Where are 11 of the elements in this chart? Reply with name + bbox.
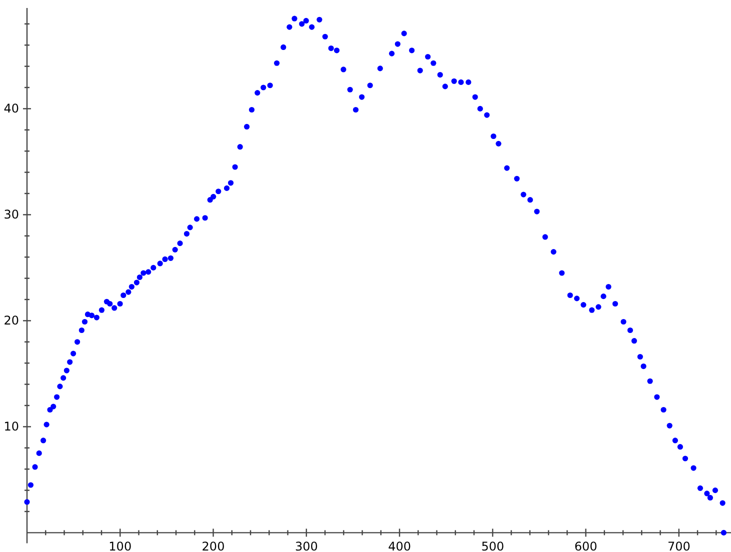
- x-tick-label: 700: [667, 540, 690, 552]
- y-tick-label: 10: [4, 420, 19, 434]
- x-tick-label: 500: [481, 540, 504, 552]
- x-tick-label: 300: [294, 540, 318, 552]
- x-tick-label: 400: [388, 540, 411, 552]
- y-tick-label: 40: [4, 102, 19, 116]
- x-tick-label: 200: [202, 540, 225, 552]
- y-tick-label: 30: [4, 208, 19, 222]
- y-tick-label: 20: [4, 314, 19, 328]
- x-tick-label: 600: [574, 540, 598, 552]
- x-tick-label: 100: [108, 540, 132, 552]
